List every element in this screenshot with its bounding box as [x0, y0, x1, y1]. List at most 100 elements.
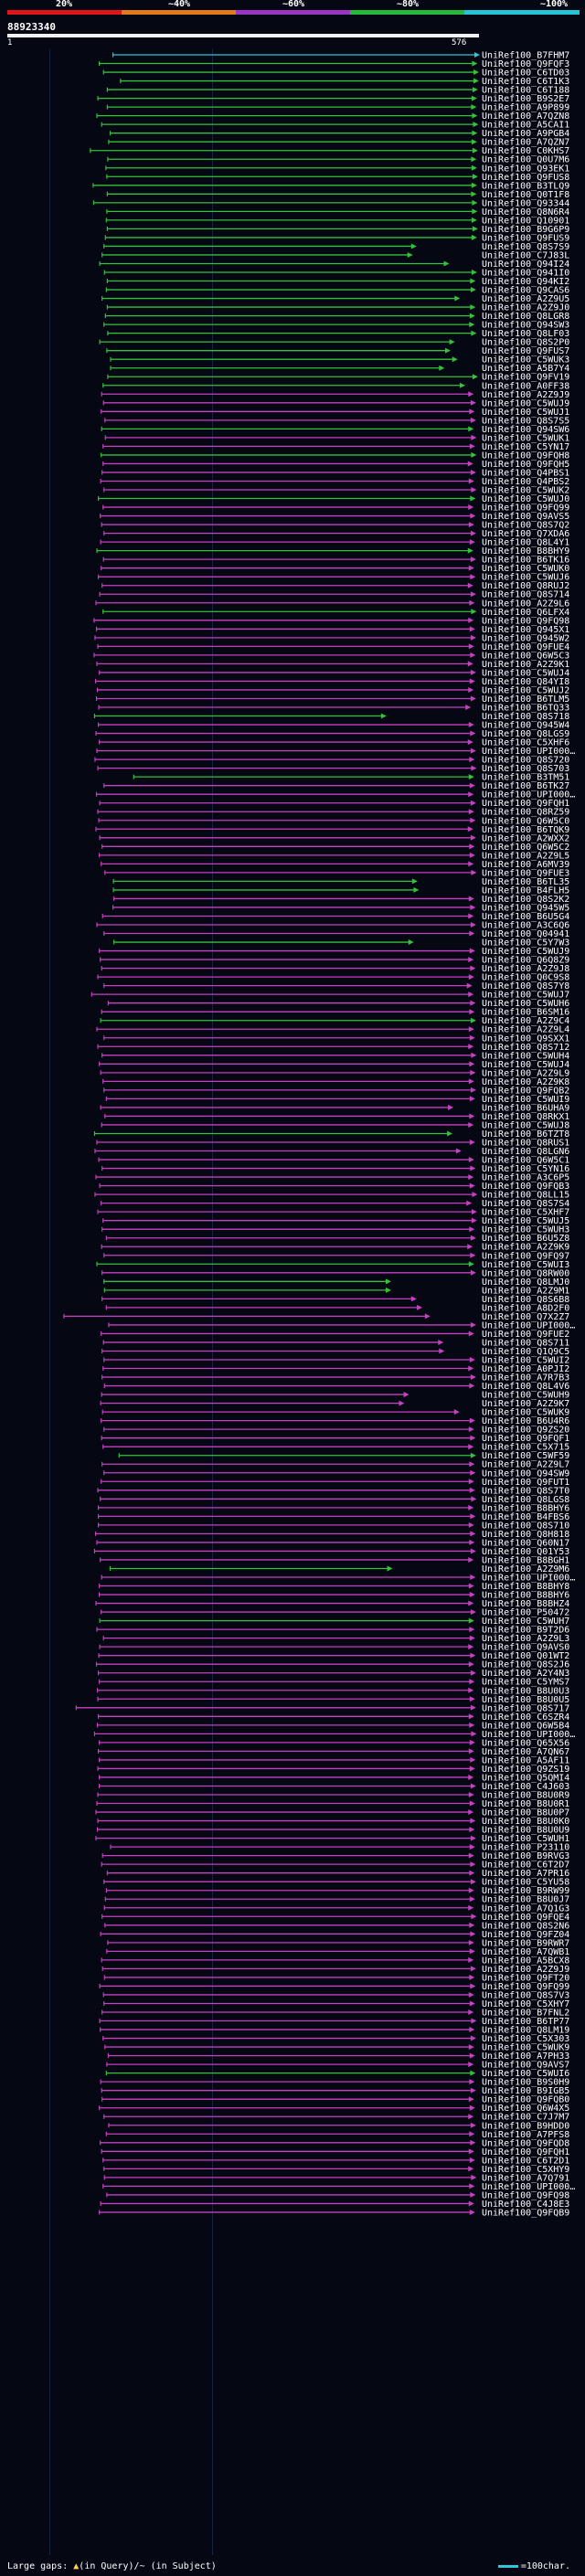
hit-label[interactable]: UniRef100_Q9FQB0 [482, 2095, 569, 2105]
hit-label[interactable]: UniRef100_Q94SW3 [482, 321, 569, 331]
hit-label[interactable]: UniRef100_Q8S7S9 [482, 242, 569, 252]
hit-row[interactable]: UniRef100_B8U0U9 [96, 1826, 570, 1836]
hit-label[interactable]: UniRef100_Q9ZS19 [482, 1765, 569, 1775]
hit-label[interactable]: UniRef100_C5WUJ4 [482, 1060, 569, 1070]
hit-row[interactable]: UniRef100_C5WF59 [118, 1451, 569, 1461]
hit-label[interactable]: UniRef100_B9G6P9 [482, 225, 569, 235]
hit-label[interactable]: UniRef100_UPI000… [482, 1320, 575, 1330]
hit-row[interactable]: UniRef100_B7FNL2 [101, 2009, 570, 2019]
hit-label[interactable]: UniRef100_A6MV39 [482, 860, 569, 870]
hit-row[interactable]: UniRef100_A2Z9J8 [101, 964, 569, 974]
hit-row[interactable]: UniRef100_C5WUK9 [101, 1408, 569, 1418]
hit-row[interactable]: UniRef100_C5WUH9 [101, 1391, 569, 1401]
hit-row[interactable]: UniRef100_B6TQ33 [98, 704, 569, 714]
hit-label[interactable]: UniRef100_Q945W5 [482, 903, 569, 913]
hit-row[interactable]: UniRef100_Q94KI2 [106, 277, 569, 287]
hit-label[interactable]: UniRef100_Q8RUS1 [482, 1139, 569, 1149]
hit-row[interactable]: UniRef100_B4FLH5 [112, 885, 569, 896]
hit-label[interactable]: UniRef100_C4J8E3 [482, 2200, 569, 2210]
hit-row[interactable]: UniRef100_P23110 [110, 1843, 569, 1853]
hit-label[interactable]: UniRef100_Q8S711 [482, 1338, 569, 1348]
hit-row[interactable]: UniRef100_C6T1K3 [120, 77, 569, 87]
hit-row[interactable]: UniRef100_Q9ZS19 [97, 1765, 569, 1775]
hit-label[interactable]: UniRef100_Q8S7S4 [482, 1199, 569, 1209]
hit-row[interactable]: UniRef100_B9RWR7 [107, 1938, 569, 1948]
hit-label[interactable]: UniRef100_B6TLM5 [482, 694, 569, 705]
hit-row[interactable]: UniRef100_Q6W5C1 [98, 1156, 569, 1166]
hit-row[interactable]: UniRef100_Q6W5C3 [93, 651, 569, 661]
hit-label[interactable]: UniRef100_Q0C9S8 [482, 973, 569, 983]
hit-label[interactable]: UniRef100_B9RW99 [482, 1886, 569, 1896]
hit-row[interactable]: UniRef100_UPI000… [93, 1730, 575, 1740]
hit-row[interactable]: UniRef100_A7QN67 [97, 1747, 570, 1757]
hit-row[interactable]: UniRef100_Q9FQ98 [93, 616, 569, 626]
hit-row[interactable]: UniRef100_C5WUJ1 [101, 408, 570, 418]
hit-label[interactable]: UniRef100_A2Z9L9 [482, 1068, 569, 1078]
hit-label[interactable]: UniRef100_Q4PBS2 [482, 477, 569, 487]
hit-row[interactable]: UniRef100_B8U0U5 [97, 1695, 569, 1705]
hit-label[interactable]: UniRef100_B9RVG3 [482, 1851, 569, 1861]
hit-label[interactable]: UniRef100_Q9FUE2 [482, 1330, 569, 1340]
hit-label[interactable]: UniRef100_B8U0R9 [482, 1791, 569, 1801]
hit-label[interactable]: UniRef100_Q9SXX1 [482, 1034, 569, 1044]
hit-label[interactable]: UniRef100_C5WUH9 [482, 1391, 569, 1401]
hit-row[interactable]: UniRef100_B8U0U3 [96, 1686, 570, 1696]
hit-label[interactable]: UniRef100_B8U0K0 [482, 1817, 569, 1827]
hit-row[interactable]: UniRef100_Q9FUT1 [101, 1478, 570, 1488]
hit-label[interactable]: UniRef100_B6U4R6 [482, 1416, 569, 1426]
hit-row[interactable]: UniRef100_C5YN16 [101, 1164, 570, 1174]
hit-label[interactable]: UniRef100_Q8RW00 [482, 1268, 569, 1278]
hit-row[interactable]: UniRef100_A2Z9M1 [103, 1286, 569, 1296]
hit-row[interactable]: UniRef100_C5X715 [102, 1443, 570, 1453]
hit-row[interactable]: UniRef100_Q8S7S4 [101, 1199, 570, 1209]
hit-label[interactable]: UniRef100_C5WUI9 [482, 1095, 569, 1105]
hit-label[interactable]: UniRef100_Q9FQH8 [482, 451, 569, 461]
hit-row[interactable]: UniRef100_Q6LFX4 [102, 608, 570, 618]
hit-label[interactable]: UniRef100_Q8N6R4 [482, 207, 569, 217]
hit-label[interactable]: UniRef100_Q9FT20 [482, 1973, 569, 1983]
hit-row[interactable]: UniRef100_C5WUH6 [107, 999, 569, 1009]
hit-label[interactable]: UniRef100_Q9FUE4 [482, 642, 569, 652]
hit-row[interactable]: UniRef100_C6TD03 [102, 69, 569, 79]
hit-row[interactable]: UniRef100_Q9FUS7 [106, 346, 569, 356]
hit-label[interactable]: UniRef100_C5WUJ9 [482, 947, 569, 957]
hit-label[interactable]: UniRef100_Q9FQ97 [482, 1251, 569, 1261]
hit-row[interactable]: UniRef100_B6TQK9 [95, 825, 569, 835]
hit-row[interactable]: UniRef100_C5WUJ2 [96, 685, 570, 695]
hit-row[interactable]: UniRef100_Q65X56 [99, 1738, 570, 1748]
hit-label[interactable]: UniRef100_C5Y7W3 [482, 938, 569, 949]
hit-row[interactable]: UniRef100_A7PH33 [107, 2051, 569, 2062]
hit-label[interactable]: UniRef100_Q6W5B4 [482, 1721, 569, 1731]
hit-label[interactable]: UniRef100_B8BHY6 [482, 1503, 569, 1513]
hit-row[interactable]: UniRef100_Q945W5 [112, 903, 570, 913]
hit-label[interactable]: UniRef100_Q9FQ99 [482, 1982, 569, 1992]
hit-row[interactable]: UniRef100_Q9FT20 [103, 1973, 569, 1983]
hit-row[interactable]: UniRef100_C5WUI3 [96, 1260, 569, 1270]
hit-label[interactable]: UniRef100_B8U0J7 [482, 1895, 569, 1905]
hit-row[interactable]: UniRef100_Q8L4Y1 [100, 538, 569, 548]
hit-label[interactable]: UniRef100_A8D2F0 [482, 1303, 569, 1313]
hit-row[interactable]: UniRef100_Q6W4X5 [99, 2104, 570, 2114]
hit-row[interactable]: UniRef100_C6T188 [106, 86, 569, 96]
hit-label[interactable]: UniRef100_Q8S718 [482, 712, 569, 722]
hit-label[interactable]: UniRef100_A7Q791 [482, 2173, 569, 2183]
hit-label[interactable]: UniRef100_A2Z9L5 [482, 851, 569, 861]
hit-row[interactable]: UniRef100_Q8S718 [93, 712, 569, 722]
hit-label[interactable]: UniRef100_C6TD03 [482, 69, 569, 79]
hit-row[interactable]: UniRef100_Q8S703 [97, 764, 569, 774]
hit-row[interactable]: UniRef100_Q1Q9C5 [101, 1347, 570, 1357]
hit-label[interactable]: UniRef100_Q9FUS8 [482, 173, 569, 183]
hit-row[interactable]: UniRef100_B9HDD0 [108, 2121, 569, 2131]
hit-row[interactable]: UniRef100_Q9FQB9 [99, 2208, 570, 2218]
hit-row[interactable]: UniRef100_B9IGB5 [101, 2086, 569, 2096]
hit-row[interactable]: UniRef100_C4J603 [99, 1782, 570, 1792]
hit-row[interactable]: UniRef100_Q9FQD8 [100, 2138, 570, 2148]
hit-row[interactable]: UniRef100_Q8LGS8 [100, 1495, 570, 1505]
hit-label[interactable]: UniRef100_A3C6Q6 [482, 921, 569, 931]
hit-label[interactable]: UniRef100_C4J603 [482, 1782, 569, 1792]
hit-row[interactable]: UniRef100_C5WUH3 [101, 1225, 570, 1235]
hit-label[interactable]: UniRef100_C5WUI3 [482, 1260, 569, 1270]
hit-label[interactable]: UniRef100_Q9FQB9 [482, 2208, 569, 2218]
hit-row[interactable]: UniRef100_B9S0H9 [100, 2078, 569, 2088]
hit-row[interactable]: UniRef100_A2Z9J9 [101, 390, 569, 400]
